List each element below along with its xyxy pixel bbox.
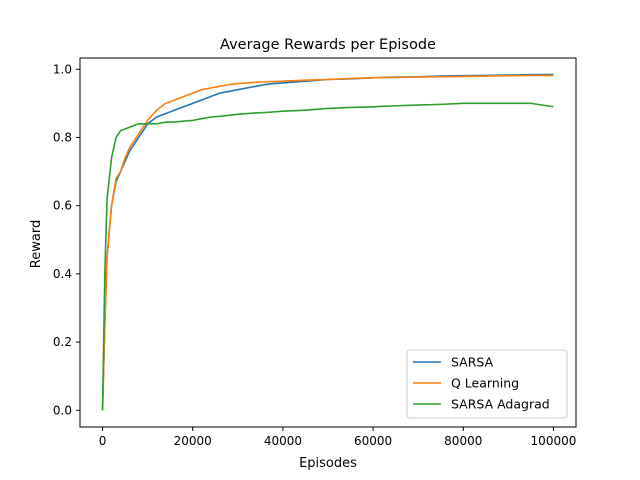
y-tick-label: 0.8 <box>53 130 72 144</box>
legend-label: SARSA <box>451 355 494 370</box>
y-tick-label: 0.2 <box>53 335 72 349</box>
x-tick-label: 20000 <box>174 434 212 448</box>
y-tick-label: 0.6 <box>53 199 72 213</box>
x-tick-label: 60000 <box>354 434 392 448</box>
legend-label: Q Learning <box>451 376 519 391</box>
y-tick-label: 0.4 <box>53 267 72 281</box>
x-tick-label: 80000 <box>444 434 482 448</box>
legend-box <box>406 349 568 419</box>
x-axis-label: Episodes <box>299 456 357 471</box>
plot-frame <box>79 57 577 428</box>
series-line-sarsa-adagrad <box>101 102 554 411</box>
chart-title: Average Rewards per Episode <box>220 37 436 53</box>
ticks-layer: 0 20000 40000 60000 80000 100000 0.0 0.2 0.4 0.6 0… <box>53 62 576 448</box>
x-tick-label: 100000 <box>531 434 577 448</box>
legend-label: SARSA Adagrad <box>451 397 550 412</box>
x-tick-label: 0 <box>99 434 107 448</box>
legend: SARSA Q Learning SARSA Adagrad <box>406 349 568 419</box>
y-tick-label: 1.0 <box>53 62 72 76</box>
x-tick-label: 40000 <box>264 434 302 448</box>
y-tick-label: 0.0 <box>53 403 72 417</box>
series-line-q-learning <box>101 74 554 411</box>
y-axis-label: Reward <box>29 220 44 268</box>
series-layer <box>101 73 554 411</box>
